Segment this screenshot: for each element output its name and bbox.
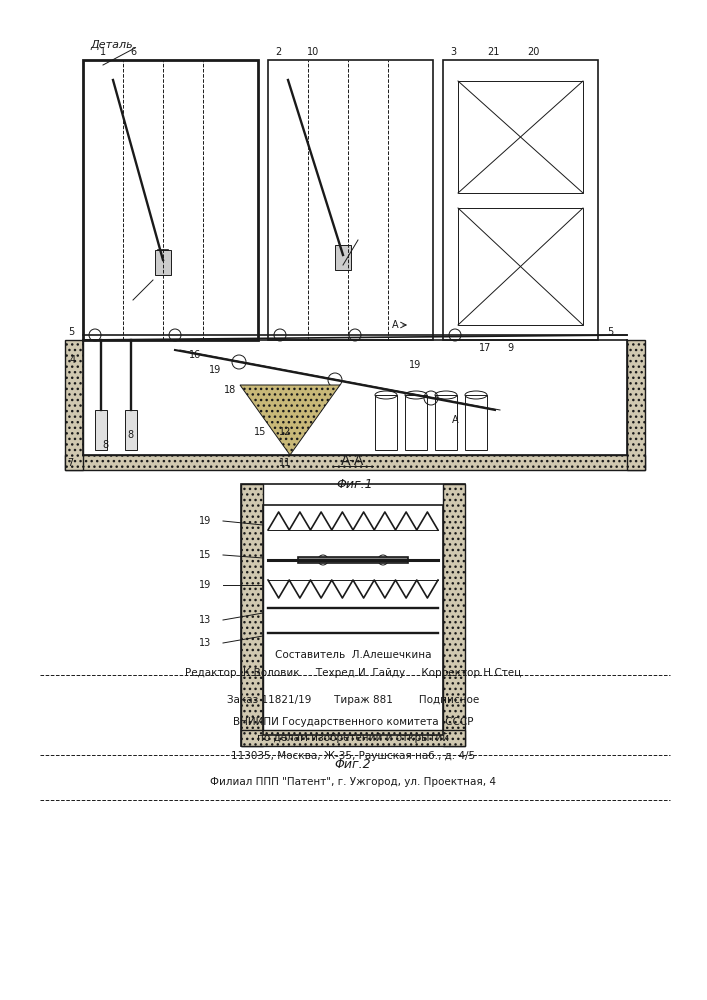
Text: 12: 12 — [279, 427, 291, 437]
Text: Деталь: Деталь — [90, 40, 133, 50]
Text: Φиг.1: Φиг.1 — [337, 479, 373, 491]
Bar — [241, 484, 263, 746]
Text: Заказ 11821/19       Тираж 881        Подписное: Заказ 11821/19 Тираж 881 Подписное — [227, 695, 479, 705]
Text: Составитель  Л.Алешечкина: Составитель Л.Алешечкина — [275, 650, 431, 660]
Polygon shape — [240, 385, 340, 455]
Bar — [458, 208, 583, 325]
Text: ВНИИПИ Государственного комитета  СССР: ВНИИПИ Государственного комитета СССР — [233, 717, 473, 727]
Text: 16: 16 — [189, 350, 201, 360]
Bar — [405, 395, 427, 450]
Bar — [125, 410, 137, 450]
Text: 5: 5 — [607, 327, 613, 337]
Text: Φиг.2: Φиг.2 — [334, 758, 371, 770]
Bar — [465, 395, 487, 450]
Text: 20: 20 — [527, 47, 539, 57]
Bar — [375, 395, 397, 450]
Bar — [435, 395, 457, 450]
Text: 3: 3 — [450, 47, 456, 57]
Bar — [443, 484, 465, 746]
Text: 19: 19 — [409, 360, 421, 370]
Bar — [83, 60, 258, 340]
Text: Филиал ППП "Патент", г. Ужгород, ул. Проектная, 4: Филиал ППП "Патент", г. Ужгород, ул. Про… — [210, 777, 496, 787]
Text: 18: 18 — [224, 385, 236, 395]
Bar — [65, 455, 645, 470]
Text: 15: 15 — [199, 550, 211, 560]
Text: 1: 1 — [100, 47, 106, 57]
Bar — [458, 81, 583, 193]
Bar — [627, 340, 645, 470]
Bar — [263, 505, 443, 735]
Bar — [241, 484, 465, 746]
Text: A: A — [452, 415, 458, 425]
Text: A-A: A-A — [341, 454, 365, 468]
Text: Редактор  К.Воловик     Техред И. Гайду     Корректор Н.Стец: Редактор К.Воловик Техред И. Гайду Корре… — [185, 668, 521, 678]
Text: 19: 19 — [199, 516, 211, 526]
Text: 15: 15 — [254, 427, 267, 437]
Text: 9: 9 — [507, 343, 513, 353]
Text: 19: 19 — [199, 580, 211, 590]
Bar — [335, 245, 351, 270]
Text: 113035, Москва, Ж-35, Раушская наб., д. 4/5: 113035, Москва, Ж-35, Раушская наб., д. … — [231, 751, 475, 761]
Text: 8: 8 — [102, 440, 108, 450]
Text: по делам изобретений и открытий: по делам изобретений и открытий — [257, 733, 449, 743]
Text: 11: 11 — [279, 458, 291, 468]
Text: 8: 8 — [127, 430, 133, 440]
Text: 10: 10 — [307, 47, 319, 57]
Text: 19: 19 — [209, 365, 221, 375]
Bar — [443, 60, 598, 340]
Text: 17: 17 — [479, 343, 491, 353]
Text: 5: 5 — [68, 327, 74, 337]
Text: 4: 4 — [70, 355, 76, 365]
Bar — [241, 730, 465, 746]
Text: 13: 13 — [199, 638, 211, 648]
Text: 6: 6 — [130, 47, 136, 57]
Text: 7: 7 — [67, 458, 73, 468]
Bar — [155, 250, 171, 275]
Text: A: A — [392, 320, 398, 330]
Bar — [298, 557, 408, 563]
Text: 21: 21 — [487, 47, 499, 57]
Bar — [268, 60, 433, 340]
Text: 13: 13 — [199, 615, 211, 625]
Bar — [95, 410, 107, 450]
Text: 2: 2 — [275, 47, 281, 57]
Bar — [65, 340, 83, 470]
